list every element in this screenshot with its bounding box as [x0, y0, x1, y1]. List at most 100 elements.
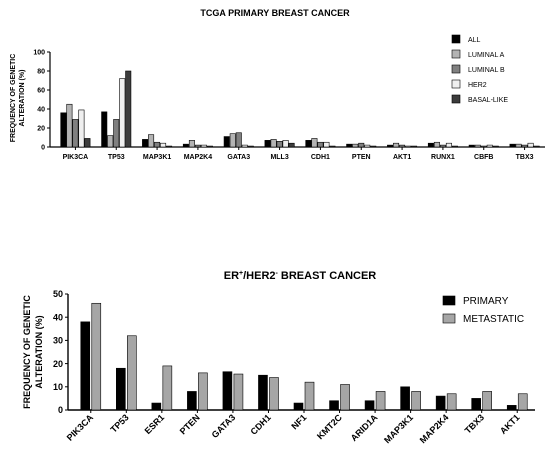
bar-gata3-basal-like — [247, 145, 254, 148]
bar-pten-her2 — [364, 144, 371, 148]
x-tick-label: TBX3 — [516, 154, 534, 161]
bar-map2k4-luminal-b — [194, 144, 201, 148]
legend-label: BASAL-LIKE — [468, 97, 508, 104]
legend: ALL LUMINAL A LUMINAL B HER2 BASAL-LIKE — [451, 34, 508, 104]
x-tick-label: GATA3 — [227, 154, 250, 161]
bar-akt1-primary — [506, 405, 517, 411]
bar-tp53-basal-like — [125, 70, 132, 148]
bar-cbfb-her2 — [486, 144, 493, 148]
y-tick-label: 100 — [33, 49, 45, 56]
x-tick-label: CDH1 — [311, 154, 330, 161]
y-tick-label: 50 — [53, 289, 63, 299]
bar-tbx3-luminal-b — [521, 144, 528, 148]
bar-mll3-basal-like — [288, 142, 295, 148]
y-tick-label: 20 — [53, 359, 63, 369]
bar-tbx3-basal-like — [533, 145, 540, 148]
bar-map3k1-all — [142, 139, 149, 148]
chart2-ylabel-line1: FREQUENCY OF GENETIC — [22, 295, 32, 409]
bar-runx1-her2 — [445, 142, 452, 148]
legend-swatch — [451, 49, 461, 59]
bar-map2k4-metastatic — [446, 393, 457, 411]
y-tick-label: 0 — [58, 405, 63, 415]
chart2-title-plus: + — [239, 270, 243, 277]
bar-cdh1-primary — [258, 374, 268, 411]
bar-runx1-basal-like — [451, 145, 458, 148]
chart2-title-minus: - — [276, 270, 279, 277]
legend-swatch — [442, 313, 456, 324]
x-tick-label: CDH1 — [248, 412, 272, 436]
bar-cdh1-luminal-a — [311, 138, 318, 148]
chart1-plot: 0 20 40 60 80 100 PIK3CA TP53 MAP3K1 MAP2K4 GATA3 M… — [33, 34, 545, 161]
bar-map3k1-luminal-a — [148, 134, 155, 148]
legend-label: METASTATIC — [463, 314, 524, 325]
bar-gata3-all — [223, 136, 230, 148]
legend: PRIMARY METASTATIC — [442, 295, 524, 325]
bar-pik3ca-basal-like — [84, 138, 91, 148]
bar-tp53-primary — [116, 367, 126, 411]
legend-label: ALL — [468, 37, 481, 44]
legend-swatch — [442, 295, 456, 306]
x-tick-label: ARID1A — [349, 412, 380, 443]
bar-tbx3-primary — [471, 398, 481, 411]
bar-cbfb-luminal-a — [474, 144, 481, 148]
bar-tp53-her2 — [119, 78, 126, 148]
bar-pten-primary — [187, 391, 197, 411]
bar-gata3-luminal-b — [235, 132, 242, 148]
bar-gata3-her2 — [241, 144, 248, 148]
bar-pten-metastatic — [198, 372, 208, 411]
bar-pten-luminal-b — [358, 142, 365, 148]
legend-swatch — [451, 94, 461, 104]
y-tick-label: 40 — [37, 106, 45, 113]
chart2-plot: 0 10 20 30 40 50 PIK3CA TP53 ESR1 PTEN GATA3 CDH1 NF… — [53, 289, 535, 445]
bar-map2k4-luminal-a — [188, 140, 195, 148]
bar-esr1-metastatic — [162, 365, 173, 411]
x-tick-label: MLL3 — [270, 154, 288, 161]
x-tick-label: KMT2C — [315, 412, 344, 441]
y-tick-label: 10 — [53, 382, 63, 392]
bar-cdh1-basal-like — [329, 145, 336, 148]
bar-akt1-basal-like — [411, 145, 418, 148]
bar-tp53-metastatic — [127, 335, 137, 411]
y-tick-label: 30 — [53, 336, 63, 346]
y-tick-label: 80 — [37, 68, 45, 75]
bar-gata3-primary — [222, 371, 233, 411]
bar-cbfb-all — [468, 144, 475, 148]
x-tick-label: AKT1 — [498, 412, 522, 436]
bar-tp53-luminal-b — [113, 119, 120, 148]
x-tick-label: MAP2K4 — [184, 154, 213, 161]
chart2-title: ER+/HER2- BREAST CANCER — [224, 270, 377, 282]
bar-cbfb-basal-like — [492, 145, 499, 148]
bar-akt1-metastatic — [517, 393, 528, 411]
x-tick-label: ESR1 — [143, 412, 167, 436]
x-tick-label: PIK3CA — [65, 412, 96, 443]
legend-swatch — [451, 64, 461, 74]
legend-swatch — [451, 34, 461, 44]
bar-pik3ca-luminal-b — [72, 119, 79, 148]
x-tick-label: RUNX1 — [431, 154, 455, 161]
x-tick-label: MAP3K1 — [382, 412, 415, 445]
bar-akt1-luminal-b — [399, 144, 406, 148]
bar-akt1-her2 — [405, 145, 412, 148]
y-tick-label: 20 — [37, 125, 45, 132]
bar-map3k1-basal-like — [166, 145, 173, 148]
legend-swatch — [451, 79, 461, 89]
x-tick-label: PIK3CA — [63, 154, 89, 161]
chart1-ylabel-line1: FREQUENCY OF GENETIC — [10, 54, 17, 143]
bar-pten-all — [346, 143, 353, 148]
x-tick-label: MAP3K1 — [143, 154, 172, 161]
x-tick-label: PTEN — [352, 154, 371, 161]
x-tick-label: TP53 — [108, 154, 125, 161]
bar-akt1-all — [387, 144, 394, 148]
bar-runx1-luminal-b — [439, 144, 446, 148]
bar-cdh1-all — [305, 140, 312, 148]
bar-cbfb-luminal-b — [480, 145, 487, 148]
chart2-title-her2: /HER2 — [243, 270, 275, 282]
chart2-title-rest: BREAST CANCER — [278, 270, 376, 282]
legend-label: LUMINAL A — [468, 52, 505, 59]
bar-akt1-luminal-a — [393, 142, 400, 148]
x-tick-label: CBFB — [474, 154, 493, 161]
bar-map2k4-her2 — [200, 144, 207, 148]
bar-arid1a-primary — [364, 400, 375, 411]
x-tick-label: GATA3 — [210, 412, 238, 440]
